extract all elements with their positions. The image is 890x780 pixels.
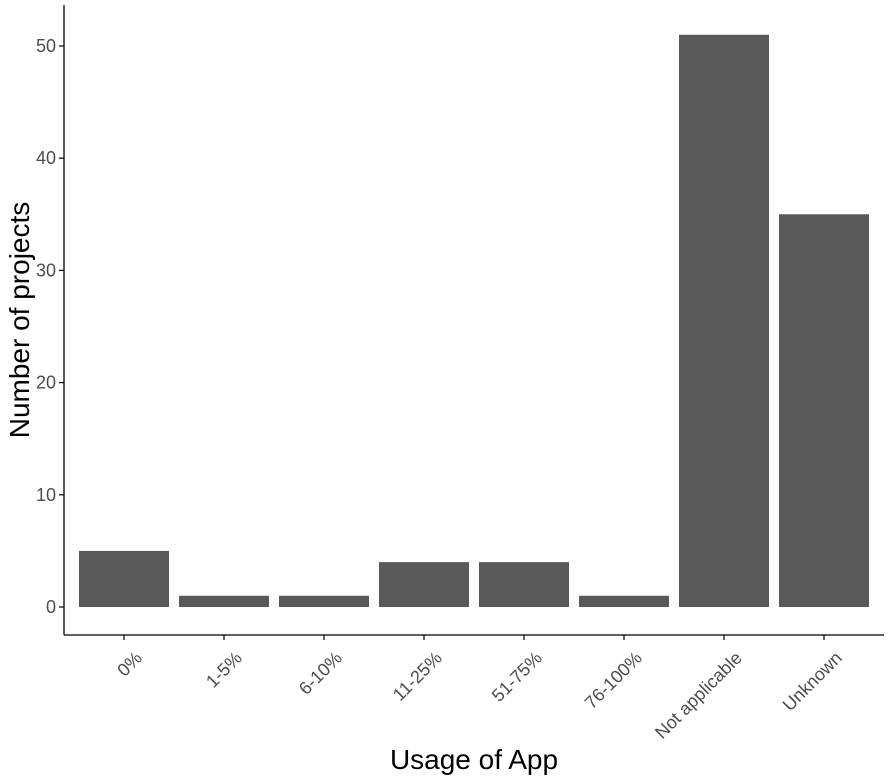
bar-7 [779,214,869,608]
y-tick-label-5: 50 [36,36,56,56]
y-tick-label-1: 10 [36,485,56,505]
x-tick-label-0: 0% [113,648,146,681]
x-tick-label-4: 51-75% [488,648,546,706]
y-axis-ticks: 0 10 20 30 40 50 [36,36,64,617]
x-tick-label-3: 11-25% [389,648,446,705]
x-tick-label-5: 76-100% [581,648,646,713]
bar-1 [179,595,269,607]
y-tick-label-4: 40 [36,148,56,168]
y-tick-label-3: 30 [36,260,56,280]
bars-group [79,34,869,608]
x-axis-ticks: 0% 1-5% 6-10% 11-25% 51-75% 76-100% Not applic… [113,635,846,743]
bar-5 [579,595,669,607]
x-tick-label-1: 1-5% [202,648,246,692]
bar-4 [479,562,569,607]
bar-0 [79,550,169,607]
bar-3 [379,562,469,607]
x-axis-title: Usage of App [390,744,558,775]
y-tick-label-0: 0 [46,597,56,617]
x-tick-label-2: 6-10% [295,648,346,699]
y-axis-title: Number of projects [4,202,35,439]
y-tick-label-2: 20 [36,373,56,393]
x-tick-label-6: Not applicable [651,648,746,743]
bar-6 [679,34,769,607]
x-tick-label-7: Unknown [779,648,846,715]
bar-2 [279,595,369,607]
